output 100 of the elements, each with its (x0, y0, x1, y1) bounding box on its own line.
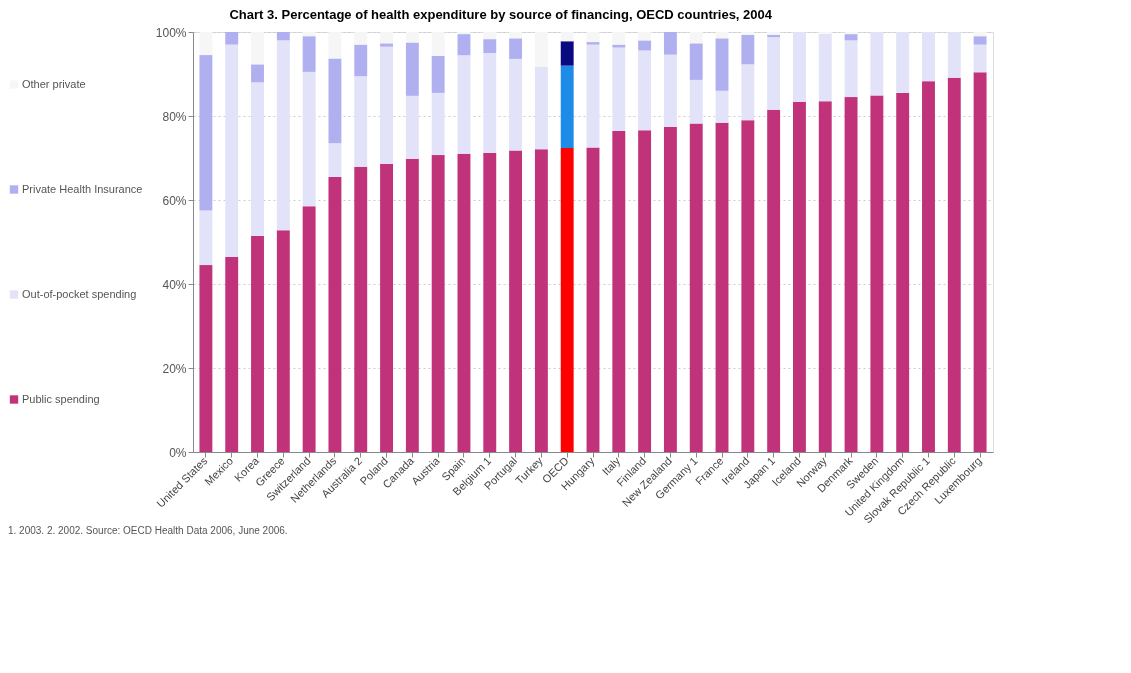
bar (276, 40, 290, 231)
bar (896, 32, 910, 93)
bar (560, 32, 574, 42)
bar (509, 32, 523, 39)
bar (612, 131, 626, 452)
legend-label: Other private (22, 77, 86, 90)
bar (663, 126, 677, 452)
bar (251, 82, 264, 237)
bar (586, 44, 600, 148)
y-tick-label: 20% (162, 361, 187, 376)
bar (431, 55, 445, 93)
bar (612, 44, 626, 48)
bar (354, 76, 368, 167)
bar (405, 32, 419, 43)
bar (534, 66, 548, 150)
bar (973, 36, 987, 45)
bar (715, 38, 729, 91)
bar (276, 230, 290, 452)
bar (380, 46, 393, 164)
bar (509, 58, 523, 151)
legend-label: Private Health Insurance (22, 182, 143, 195)
bar (302, 36, 316, 72)
bar (638, 32, 652, 41)
bar (870, 95, 884, 452)
bar (612, 47, 626, 132)
bar (844, 32, 858, 35)
bar (818, 34, 832, 102)
bar (431, 92, 445, 156)
bar (199, 265, 213, 452)
bar (457, 34, 471, 56)
bar (844, 34, 858, 41)
bar (483, 32, 497, 40)
bar (689, 32, 703, 44)
bar (380, 32, 393, 44)
chart-title: Chart 3. Percentage of health expenditure by source of financing, OECD countries, 2004 (229, 6, 773, 22)
bar (586, 32, 600, 43)
bar (586, 147, 600, 452)
bar (199, 55, 213, 211)
bar (689, 123, 703, 452)
bar (251, 236, 264, 452)
bar (199, 32, 213, 56)
bar (844, 97, 858, 452)
bar (276, 32, 290, 41)
bar (870, 32, 884, 96)
bar (560, 41, 574, 66)
y-tick-label: 80% (162, 109, 187, 124)
bar (947, 32, 961, 78)
bar (483, 53, 497, 153)
bar (793, 32, 806, 102)
bar (354, 166, 368, 452)
bar (741, 64, 755, 121)
bar (483, 39, 497, 53)
bar (302, 32, 316, 37)
bar (225, 44, 239, 258)
bar (793, 101, 806, 452)
bar (663, 32, 677, 55)
bar (380, 43, 393, 47)
bar (715, 122, 729, 452)
bar (818, 32, 832, 35)
bar (405, 95, 419, 159)
y-tick-label: 100% (155, 25, 187, 40)
y-tick-label: 40% (162, 277, 187, 292)
bar (818, 101, 832, 452)
bar (896, 92, 910, 452)
bar (483, 152, 497, 452)
bar (328, 143, 342, 177)
bar (431, 155, 445, 452)
bar (534, 149, 548, 452)
bar (457, 55, 471, 154)
bar (844, 40, 858, 98)
bar (973, 44, 987, 73)
bar (251, 64, 264, 83)
bar (302, 206, 316, 452)
bar (715, 90, 729, 123)
text: 1. 2003. 2. 2002. Source: OECD Health Data 2006, June 2006. (8, 525, 288, 536)
bar (509, 38, 523, 59)
bar (922, 81, 935, 452)
bar (457, 153, 471, 452)
bar (405, 158, 419, 452)
bar (689, 43, 703, 80)
bar (689, 79, 703, 124)
bar (251, 32, 264, 65)
bar (560, 65, 574, 148)
bar (922, 32, 935, 82)
bar (947, 77, 961, 452)
bar (638, 130, 652, 452)
bar (380, 163, 393, 452)
legend-label: Public spending (22, 392, 100, 405)
bar (225, 32, 239, 45)
bar (638, 40, 652, 51)
bar (560, 147, 574, 452)
bar (741, 120, 755, 452)
bar (741, 32, 755, 35)
bar (534, 32, 548, 67)
bar (431, 32, 445, 56)
bar (973, 32, 987, 37)
bar (328, 32, 342, 59)
bar (199, 210, 213, 266)
y-tick-label: 0% (169, 445, 187, 460)
bar (328, 176, 342, 452)
